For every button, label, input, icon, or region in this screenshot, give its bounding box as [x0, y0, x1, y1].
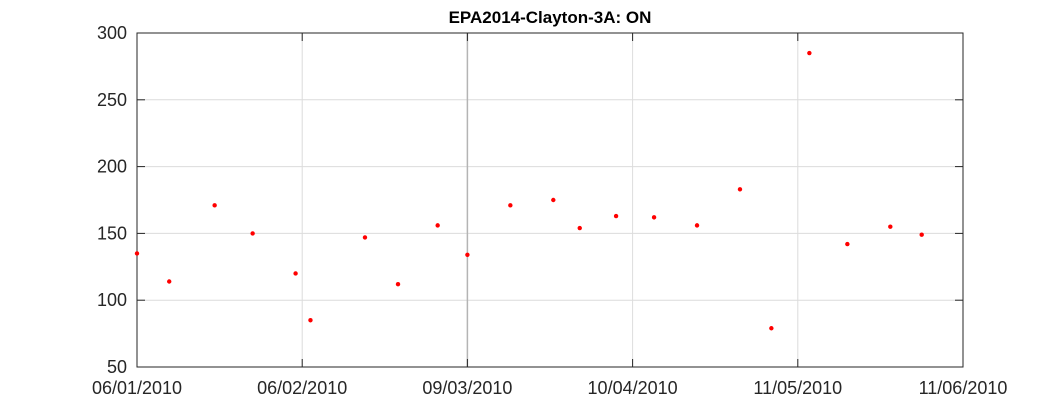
y-tick-label: 50 — [107, 357, 127, 377]
plot-area-box — [136, 32, 964, 368]
data-point — [551, 197, 556, 203]
data-point — [435, 223, 440, 228]
data-point — [694, 223, 700, 228]
y-tick-label: 150 — [97, 223, 127, 243]
chart-title: EPA2014-Clayton-3A: ON — [449, 8, 652, 27]
data-point — [888, 224, 893, 229]
grid-lines — [137, 33, 963, 367]
x-tick-label: 06/02/2010 — [257, 378, 347, 398]
x-tick-label: 11/06/2010 — [919, 378, 1008, 398]
x-tick-labels: 06/01/2010 06/02/2010 09/03/2010 10/04/2010… — [92, 378, 1007, 398]
x-tick-label: 09/03/2010 — [422, 378, 512, 398]
data-point — [845, 241, 850, 247]
x-tick-label: 06/01/2010 — [92, 378, 182, 398]
y-tick-labels: 50 100 150 200 250 300 — [97, 23, 127, 377]
data-point — [167, 279, 172, 284]
data-point — [613, 213, 619, 219]
data-point — [212, 203, 217, 208]
x-tick-label: 11/05/2010 — [753, 378, 842, 398]
y-tick-label: 200 — [97, 157, 127, 177]
data-point — [919, 232, 924, 237]
tick-marks — [136, 32, 964, 368]
data-point — [293, 271, 298, 276]
data-point — [465, 252, 470, 257]
data-points — [134, 50, 924, 331]
data-point — [737, 187, 743, 192]
data-point — [308, 318, 313, 323]
data-point — [577, 225, 582, 231]
x-tick-label: 10/04/2010 — [588, 378, 678, 398]
data-point — [769, 326, 774, 331]
data-point — [362, 235, 368, 240]
data-point — [250, 231, 255, 236]
y-tick-label: 100 — [97, 290, 127, 310]
data-point — [651, 215, 657, 220]
data-point — [395, 281, 401, 287]
data-point — [807, 50, 812, 56]
data-point — [508, 203, 513, 208]
data-point — [134, 251, 140, 256]
y-tick-label: 250 — [97, 90, 127, 110]
y-tick-label: 300 — [97, 23, 127, 43]
